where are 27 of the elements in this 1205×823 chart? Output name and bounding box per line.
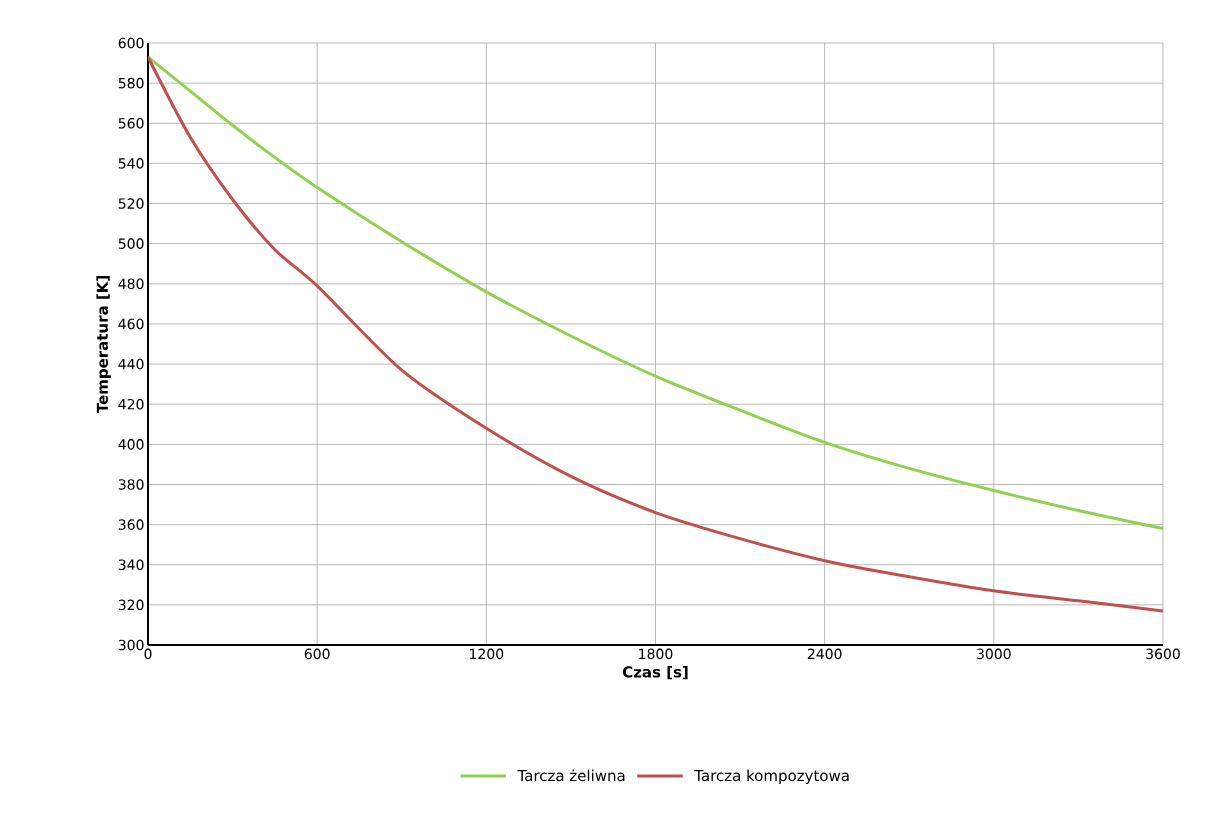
y-tick-label: 340 [118, 559, 144, 571]
y-tick-label: 560 [118, 117, 144, 129]
x-tick-label: 1800 [639, 648, 673, 660]
y-tick-label: 320 [118, 599, 144, 611]
x-axis-title: Czas [s] [622, 666, 688, 680]
y-tick-label: 460 [118, 318, 144, 330]
y-tick-label: 400 [118, 439, 144, 450]
y-tick-label: 580 [118, 77, 144, 89]
y-tick-label: 600 [118, 37, 144, 49]
y-tick-label: 480 [118, 278, 144, 290]
x-tick-label: 0 [144, 648, 152, 660]
y-axis-title: Temperatura [K] [96, 276, 111, 414]
y-tick-label: 380 [118, 479, 144, 490]
y-tick-label: 300 [118, 639, 144, 651]
legend-label: Tarcza kompozytowa [694, 769, 849, 785]
y-tick-label: 440 [118, 358, 144, 370]
y-tick-label: 420 [118, 398, 144, 410]
x-tick-label: 3600 [1146, 648, 1180, 660]
y-tick-label: 540 [118, 158, 144, 169]
legend-label: Tarcza żeliwna [517, 769, 625, 782]
y-tick-label: 500 [118, 238, 144, 249]
x-tick-label: 2400 [807, 648, 842, 660]
x-tick-label: 3000 [977, 648, 1011, 660]
y-tick-label: 360 [118, 519, 144, 530]
x-tick-label: 1200 [470, 648, 504, 660]
x-tick-label: 600 [304, 648, 330, 660]
y-tick-label: 520 [118, 198, 144, 209]
